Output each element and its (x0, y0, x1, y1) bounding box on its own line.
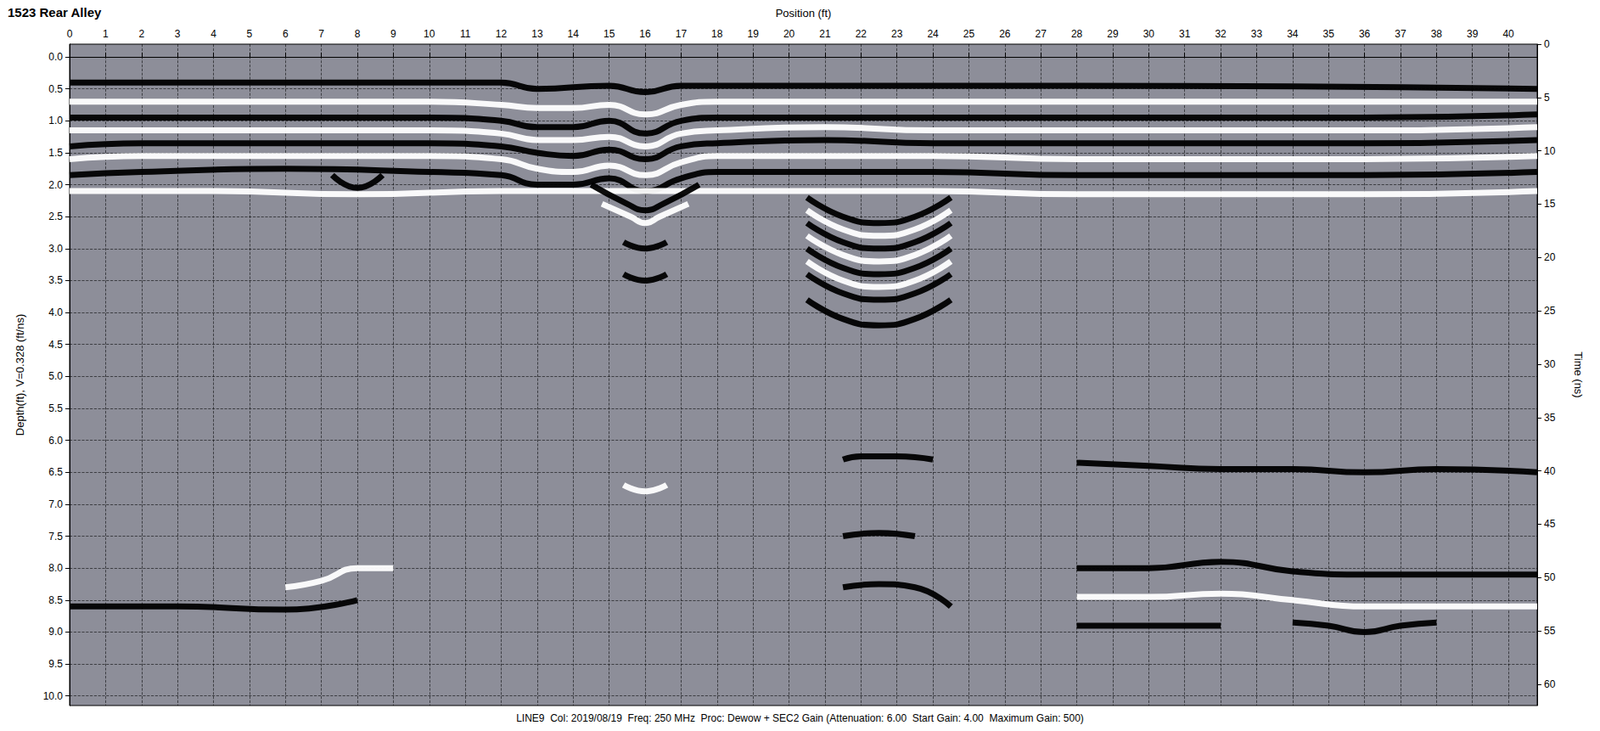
svg-text:0: 0 (1543, 38, 1550, 51)
svg-text:1.5: 1.5 (48, 146, 63, 159)
svg-text:5: 5 (1543, 91, 1550, 104)
svg-text:35: 35 (1543, 411, 1556, 424)
svg-text:9.5: 9.5 (48, 657, 63, 670)
svg-text:19: 19 (746, 28, 759, 40)
svg-text:27: 27 (1035, 28, 1048, 40)
svg-text:1523 Rear Alley: 1523 Rear Alley (7, 5, 102, 20)
svg-text:39: 39 (1466, 28, 1479, 40)
svg-text:16: 16 (639, 28, 652, 40)
svg-text:55: 55 (1543, 624, 1556, 637)
svg-text:2: 2 (138, 28, 145, 40)
svg-text:40: 40 (1543, 465, 1556, 478)
svg-text:45: 45 (1543, 517, 1556, 530)
svg-text:6.5: 6.5 (48, 465, 63, 478)
svg-text:50: 50 (1543, 571, 1556, 584)
svg-text:3.5: 3.5 (48, 274, 63, 287)
svg-text:14: 14 (567, 28, 580, 40)
svg-text:4.0: 4.0 (48, 306, 63, 319)
svg-text:13: 13 (531, 28, 544, 40)
svg-text:7.0: 7.0 (48, 498, 63, 511)
svg-text:17: 17 (675, 28, 688, 40)
svg-text:1.0: 1.0 (48, 114, 63, 127)
svg-text:34: 34 (1286, 28, 1299, 40)
svg-text:29: 29 (1106, 28, 1119, 40)
svg-text:15: 15 (1543, 197, 1556, 210)
svg-text:4: 4 (210, 28, 217, 40)
svg-text:33: 33 (1251, 28, 1264, 40)
svg-text:26: 26 (999, 28, 1011, 40)
svg-text:0: 0 (67, 28, 73, 40)
svg-text:20: 20 (1543, 251, 1556, 264)
svg-text:3: 3 (174, 28, 181, 40)
svg-text:3.0: 3.0 (48, 242, 63, 255)
svg-text:6: 6 (282, 28, 289, 40)
svg-text:60: 60 (1543, 678, 1556, 691)
svg-text:22: 22 (855, 28, 868, 40)
svg-text:11: 11 (460, 28, 472, 40)
svg-text:28: 28 (1071, 28, 1084, 40)
svg-text:Depth(ft), V=0.328 (ft/ns): Depth(ft), V=0.328 (ft/ns) (13, 314, 27, 436)
svg-text:5.0: 5.0 (48, 370, 63, 382)
svg-text:32: 32 (1214, 28, 1227, 40)
svg-text:25: 25 (1543, 304, 1556, 317)
svg-text:4.5: 4.5 (48, 338, 63, 351)
svg-text:0.0: 0.0 (48, 50, 63, 63)
svg-text:9.0: 9.0 (48, 625, 63, 638)
svg-text:23: 23 (891, 28, 904, 40)
svg-text:24: 24 (926, 28, 939, 40)
svg-text:38: 38 (1431, 28, 1443, 40)
svg-text:10: 10 (1543, 145, 1556, 158)
svg-text:2.0: 2.0 (48, 179, 63, 191)
svg-text:31: 31 (1178, 28, 1191, 40)
svg-text:25: 25 (963, 28, 976, 40)
svg-text:8.0: 8.0 (48, 561, 63, 574)
svg-text:Position (ft): Position (ft) (775, 6, 832, 20)
svg-text:30: 30 (1543, 358, 1556, 371)
svg-text:1: 1 (102, 28, 109, 40)
svg-text:6.0: 6.0 (48, 434, 63, 447)
svg-text:18: 18 (711, 28, 724, 40)
svg-text:Time (ns): Time (ns) (1571, 351, 1585, 398)
svg-text:36: 36 (1358, 28, 1371, 40)
svg-text:35: 35 (1323, 28, 1336, 40)
svg-text:7: 7 (318, 28, 325, 40)
svg-text:5: 5 (247, 28, 253, 40)
svg-text:7.5: 7.5 (48, 530, 63, 543)
svg-text:8: 8 (354, 28, 361, 40)
svg-text:37: 37 (1394, 28, 1407, 40)
svg-text:21: 21 (819, 28, 831, 40)
svg-text:9: 9 (390, 28, 397, 40)
svg-text:15: 15 (603, 28, 616, 40)
svg-text:10: 10 (423, 28, 436, 40)
svg-text:20: 20 (783, 28, 796, 40)
svg-text:40: 40 (1502, 28, 1515, 40)
svg-text:8.5: 8.5 (48, 594, 63, 607)
svg-text:10.0: 10.0 (43, 690, 64, 702)
svg-text:2.5: 2.5 (48, 210, 63, 223)
svg-text:30: 30 (1143, 28, 1156, 40)
svg-text:12: 12 (495, 28, 508, 40)
svg-text:LINE9 Col: 2019/08/19 Freq:: LINE9 Col: 2019/08/19 Freq: 250 MHz Proc… (516, 712, 1084, 725)
svg-text:5.5: 5.5 (48, 402, 63, 415)
svg-text:0.5: 0.5 (48, 83, 63, 96)
